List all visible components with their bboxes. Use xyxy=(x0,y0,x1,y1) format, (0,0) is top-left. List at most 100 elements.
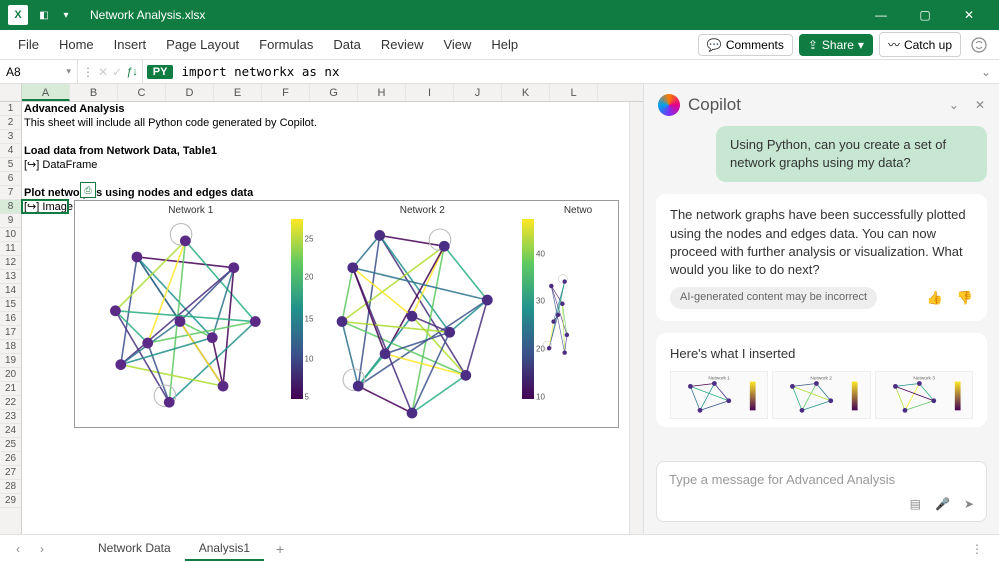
row-header[interactable]: 21 xyxy=(0,382,21,396)
python-result-icon[interactable]: ⎙ xyxy=(80,182,96,198)
row-header[interactable]: 23 xyxy=(0,410,21,424)
column-header[interactable]: C xyxy=(118,84,166,101)
row-header[interactable]: 28 xyxy=(0,480,21,494)
row-header[interactable]: 26 xyxy=(0,452,21,466)
row-header[interactable]: 4 xyxy=(0,144,21,158)
cell-row[interactable]: Load data from Network Data, Table1 xyxy=(22,144,629,158)
column-header[interactable]: F xyxy=(262,84,310,101)
copilot-dropdown-icon[interactable]: ⌄ xyxy=(949,98,959,112)
fx-icon[interactable]: ƒ↓ xyxy=(126,66,138,78)
column-header[interactable]: J xyxy=(454,84,502,101)
close-button[interactable]: ✕ xyxy=(947,0,991,30)
minimize-button[interactable]: — xyxy=(859,0,903,30)
ribbon-tab-review[interactable]: Review xyxy=(371,33,434,56)
share-button[interactable]: ⇪ Share ▾ xyxy=(799,34,873,56)
formula-expand-icon[interactable]: ⌄ xyxy=(973,65,999,79)
row-header[interactable]: 22 xyxy=(0,396,21,410)
column-header[interactable]: H xyxy=(358,84,406,101)
formula-menu-icon[interactable]: ⋮ xyxy=(82,65,94,79)
ribbon-tab-view[interactable]: View xyxy=(433,33,481,56)
cell-row[interactable] xyxy=(22,466,629,480)
tab-options-icon[interactable]: ⋮ xyxy=(963,542,991,556)
attach-icon[interactable]: ▤ xyxy=(910,497,921,511)
inserted-thumbnail[interactable]: Network 2 xyxy=(772,371,870,419)
sheet-tab[interactable]: Network Data xyxy=(84,537,185,561)
row-header[interactable]: 20 xyxy=(0,368,21,382)
column-header[interactable]: L xyxy=(550,84,598,101)
cell-row[interactable] xyxy=(22,172,629,186)
cell-row[interactable]: Advanced Analysis xyxy=(22,102,629,116)
row-header[interactable]: 11 xyxy=(0,242,21,256)
row-header[interactable]: 9 xyxy=(0,214,21,228)
inserted-thumbnail[interactable]: Network 1 xyxy=(670,371,768,419)
row-header[interactable]: 15 xyxy=(0,298,21,312)
mic-icon[interactable]: 🎤 xyxy=(935,497,950,511)
add-sheet-button[interactable]: + xyxy=(268,541,292,557)
thumbs-down-icon[interactable]: 👎 xyxy=(957,289,973,307)
catchup-button[interactable]: 〰 Catch up xyxy=(879,32,961,57)
row-header[interactable]: 6 xyxy=(0,172,21,186)
ribbon-tab-insert[interactable]: Insert xyxy=(104,33,157,56)
ribbon-tab-home[interactable]: Home xyxy=(49,33,104,56)
ribbon-tab-data[interactable]: Data xyxy=(323,33,370,56)
row-header[interactable]: 7 xyxy=(0,186,21,200)
ribbon-tab-help[interactable]: Help xyxy=(481,33,528,56)
cell-grid[interactable]: Advanced AnalysisThis sheet will include… xyxy=(22,102,629,534)
row-header[interactable]: 10 xyxy=(0,228,21,242)
column-header[interactable]: G xyxy=(310,84,358,101)
cell-row[interactable]: This sheet will include all Python code … xyxy=(22,116,629,130)
copilot-close-icon[interactable]: ✕ xyxy=(975,98,985,112)
row-header[interactable]: 16 xyxy=(0,312,21,326)
copilot-ribbon-button[interactable] xyxy=(967,34,991,56)
cell-row[interactable] xyxy=(22,480,629,494)
row-header[interactable]: 18 xyxy=(0,340,21,354)
autosave-toggle[interactable]: ◧ xyxy=(36,7,52,23)
formula-input[interactable]: import networkx as nx xyxy=(177,64,339,79)
sheet-tab[interactable]: Analysis1 xyxy=(185,537,264,561)
cell-row[interactable]: Plot netwo phs using nodes and edges dat… xyxy=(22,186,629,200)
column-header[interactable]: A xyxy=(22,84,70,101)
column-header[interactable]: I xyxy=(406,84,454,101)
accept-formula-icon[interactable]: ✓ xyxy=(112,65,122,79)
row-header[interactable]: 2 xyxy=(0,116,21,130)
row-header[interactable]: 24 xyxy=(0,424,21,438)
row-header[interactable]: 29 xyxy=(0,494,21,508)
column-header[interactable]: B xyxy=(70,84,118,101)
comments-button[interactable]: 💬 Comments xyxy=(698,34,793,56)
row-header[interactable]: 8 xyxy=(0,200,21,214)
row-header[interactable]: 1 xyxy=(0,102,21,116)
send-icon[interactable]: ➤ xyxy=(964,497,974,511)
cell-row[interactable]: [↪] DataFrame xyxy=(22,158,629,172)
row-header[interactable]: 17 xyxy=(0,326,21,340)
name-box[interactable]: A8 ▾ xyxy=(0,60,78,83)
tab-nav-next[interactable]: › xyxy=(32,542,52,556)
maximize-button[interactable]: ▢ xyxy=(903,0,947,30)
embedded-chart[interactable]: Network 1510152025Network 210203040Netwo xyxy=(74,200,619,428)
thumbs-up-icon[interactable]: 👍 xyxy=(927,289,943,307)
column-header[interactable]: E xyxy=(214,84,262,101)
cell-row[interactable] xyxy=(22,130,629,144)
copilot-input[interactable]: Type a message for Advanced Analysis ▤ 🎤… xyxy=(656,461,987,522)
qat-dropdown[interactable]: ▾ xyxy=(58,7,74,23)
row-header[interactable]: 14 xyxy=(0,284,21,298)
row-header[interactable]: 27 xyxy=(0,466,21,480)
row-header[interactable]: 25 xyxy=(0,438,21,452)
ribbon-tab-formulas[interactable]: Formulas xyxy=(249,33,323,56)
row-header[interactable]: 5 xyxy=(0,158,21,172)
row-header[interactable]: 13 xyxy=(0,270,21,284)
ribbon-tab-file[interactable]: File xyxy=(8,33,49,56)
inserted-thumbnail[interactable]: Network 3 xyxy=(875,371,973,419)
row-header[interactable]: 3 xyxy=(0,130,21,144)
column-header[interactable]: K xyxy=(502,84,550,101)
cell-row[interactable] xyxy=(22,494,629,508)
cancel-formula-icon[interactable]: ✕ xyxy=(98,65,108,79)
tab-nav-prev[interactable]: ‹ xyxy=(8,542,28,556)
row-header[interactable]: 19 xyxy=(0,354,21,368)
column-header[interactable]: D xyxy=(166,84,214,101)
select-all-corner[interactable] xyxy=(0,84,22,101)
row-header[interactable]: 12 xyxy=(0,256,21,270)
vertical-scrollbar[interactable] xyxy=(629,102,643,534)
ribbon-tab-page-layout[interactable]: Page Layout xyxy=(156,33,249,56)
cell-row[interactable] xyxy=(22,438,629,452)
cell-row[interactable] xyxy=(22,452,629,466)
